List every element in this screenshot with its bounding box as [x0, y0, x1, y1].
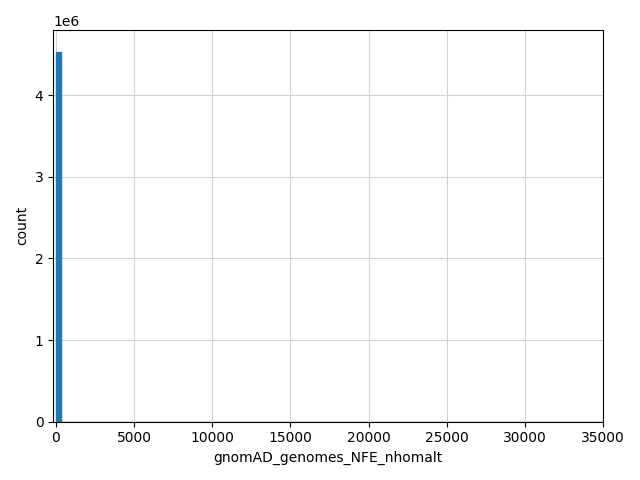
Y-axis label: count: count — [15, 206, 29, 245]
Bar — [56, 52, 61, 421]
X-axis label: gnomAD_genomes_NFE_nhomalt: gnomAD_genomes_NFE_nhomalt — [214, 451, 443, 465]
